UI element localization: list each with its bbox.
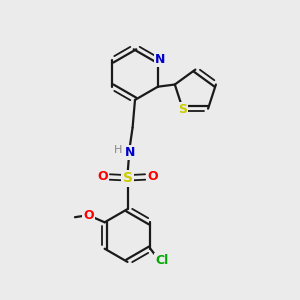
Text: N: N: [124, 146, 135, 159]
Text: N: N: [155, 53, 166, 66]
Text: S: S: [122, 172, 133, 185]
Text: S: S: [178, 103, 187, 116]
Text: O: O: [83, 208, 94, 222]
Text: Cl: Cl: [155, 254, 168, 267]
Text: O: O: [147, 170, 158, 184]
Text: O: O: [97, 170, 108, 184]
Text: H: H: [113, 145, 122, 155]
